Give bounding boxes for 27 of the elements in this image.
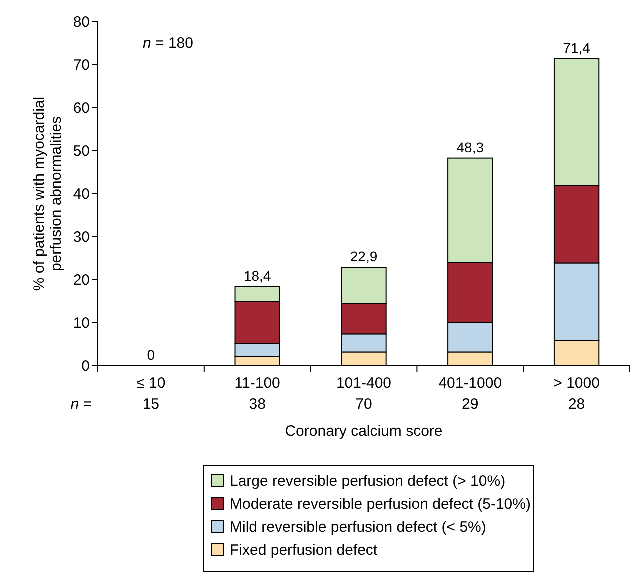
total-label: 0 — [147, 347, 156, 363]
total-label: 71,4 — [563, 40, 591, 56]
x-tick-label: ≤ 10 15 — [136, 375, 166, 413]
legend-label: Large reversible perfusion defect (> 10%) — [230, 473, 506, 490]
x-tick-label: 11-100 38 — [234, 375, 280, 413]
text: n = — [70, 396, 92, 413]
legend-label: Moderate reversible perfusion defect (5-10%) — [230, 496, 531, 513]
y-tick-label: 80 — [73, 14, 90, 31]
legend-label: Mild reversible perfusion defect (< 5%) — [230, 519, 486, 536]
x-tick-label: 101-400 70 — [336, 375, 392, 413]
y-tick-label: 60 — [73, 100, 90, 117]
y-tick-label: 20 — [73, 272, 90, 289]
y-tick-label: 40 — [73, 186, 90, 203]
x-tick-label: > 1000 28 — [554, 375, 600, 413]
y-tick-label: 70 — [73, 57, 90, 74]
y-tick-label: 30 — [73, 229, 90, 246]
legend-label: Fixed perfusion defect — [230, 542, 378, 559]
y-tick-label: 10 — [73, 315, 90, 332]
total-label: 18,4 — [244, 268, 272, 284]
y-tick-label: 50 — [73, 143, 90, 160]
y-tick-label: 0 — [82, 358, 90, 375]
total-label: 22,9 — [350, 248, 378, 265]
x-axis-title: Coronary calcium score — [285, 423, 443, 440]
y-axis-title: % of patients with myocardial perfusion abnormalities — [31, 96, 65, 292]
annotation: n = 180 — [143, 35, 194, 52]
x-tick-label: 401-1000 29 — [438, 375, 502, 413]
total-label: 48,3 — [456, 139, 484, 156]
